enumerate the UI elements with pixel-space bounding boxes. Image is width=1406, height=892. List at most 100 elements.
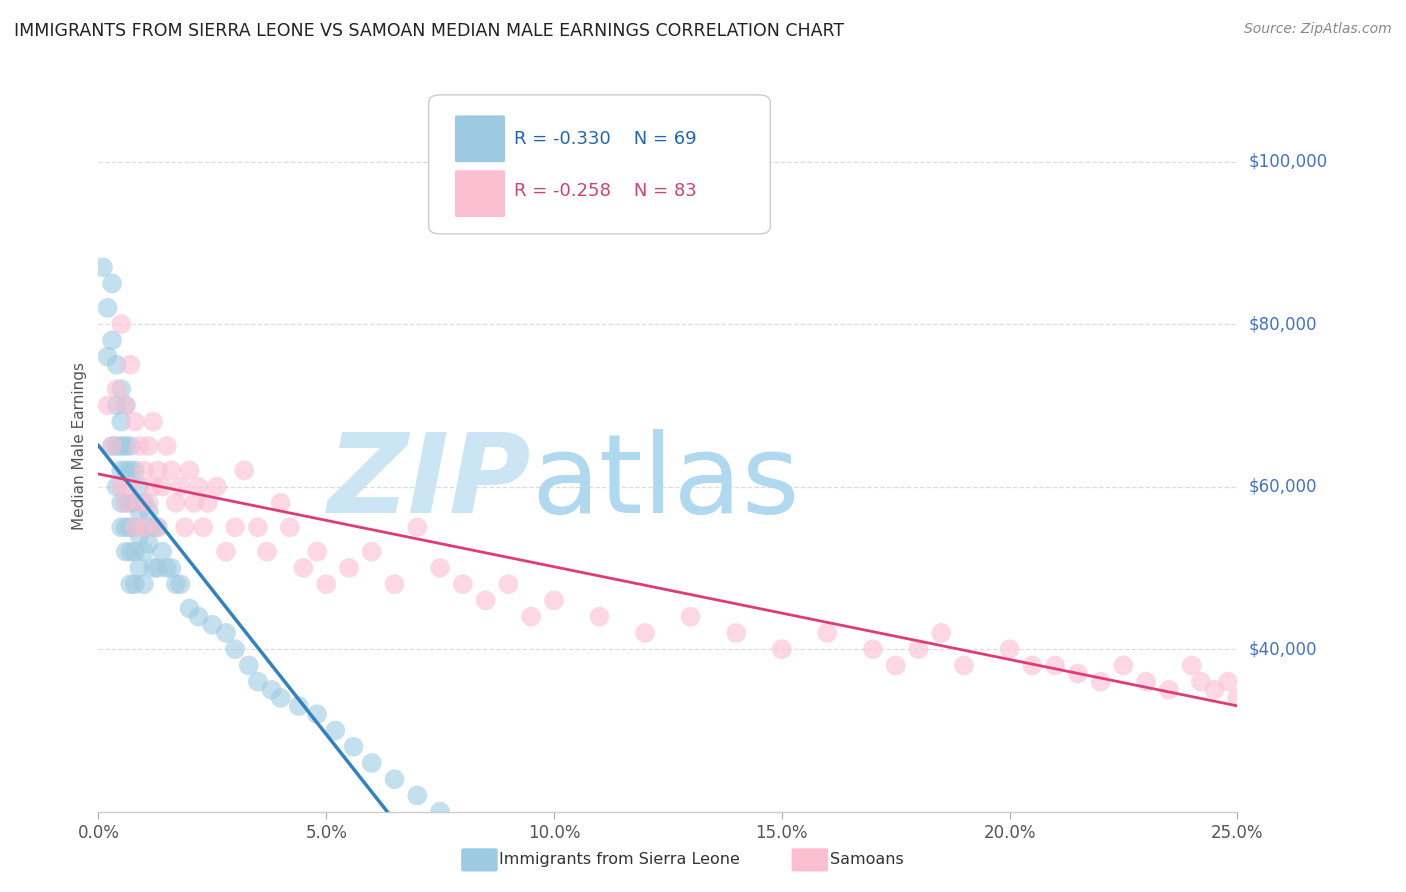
Point: [187, 480, 209, 494]
Point: [197, 496, 219, 510]
Text: $80,000: $80,000: [1249, 315, 1317, 333]
Point: [124, 520, 146, 534]
Point: [238, 658, 260, 673]
Point: [150, 480, 173, 494]
Point: [1271, 674, 1294, 689]
Point: [105, 480, 128, 494]
Point: [114, 496, 136, 510]
Point: [124, 496, 146, 510]
Point: [110, 520, 132, 534]
Point: [1218, 674, 1240, 689]
Point: [150, 544, 173, 558]
Point: [91, 260, 114, 275]
Point: [1112, 658, 1135, 673]
Point: [169, 577, 191, 591]
Point: [120, 496, 142, 510]
Point: [342, 739, 364, 754]
Point: [884, 658, 907, 673]
Point: [288, 699, 311, 714]
Text: Samoans: Samoans: [830, 853, 903, 867]
Point: [114, 520, 136, 534]
Point: [114, 398, 136, 412]
Point: [132, 577, 155, 591]
Point: [110, 382, 132, 396]
Point: [953, 658, 976, 673]
Point: [520, 609, 543, 624]
Point: [215, 544, 238, 558]
Point: [96, 398, 118, 412]
Point: [406, 520, 429, 534]
Point: [1043, 658, 1066, 673]
Point: [998, 642, 1021, 657]
Text: R = -0.258    N = 83: R = -0.258 N = 83: [515, 183, 697, 201]
Point: [110, 439, 132, 453]
Point: [193, 520, 215, 534]
Point: [634, 626, 657, 640]
Text: R = -0.330    N = 69: R = -0.330 N = 69: [515, 130, 697, 148]
Point: [323, 723, 346, 738]
Point: [770, 642, 793, 657]
Point: [114, 398, 136, 412]
Point: [588, 609, 610, 624]
Point: [132, 463, 155, 477]
Point: [1226, 690, 1249, 705]
Point: [114, 544, 136, 558]
Point: [215, 626, 238, 640]
Point: [679, 609, 702, 624]
Point: [451, 577, 474, 591]
Point: [270, 690, 292, 705]
Y-axis label: Median Male Earnings: Median Male Earnings: [72, 362, 87, 530]
Point: [132, 496, 155, 510]
Point: [146, 463, 169, 477]
Point: [429, 561, 451, 575]
Point: [1157, 682, 1180, 697]
Point: [543, 593, 565, 607]
Point: [146, 561, 169, 575]
Point: [120, 544, 142, 558]
Point: [160, 463, 183, 477]
Point: [110, 480, 132, 494]
Point: [142, 520, 165, 534]
Point: [142, 561, 165, 575]
Point: [1204, 682, 1226, 697]
Text: $60,000: $60,000: [1249, 477, 1317, 496]
Point: [862, 642, 884, 657]
Point: [124, 544, 146, 558]
Text: Immigrants from Sierra Leone: Immigrants from Sierra Leone: [499, 853, 740, 867]
Point: [138, 439, 160, 453]
Point: [179, 601, 201, 615]
Point: [183, 496, 205, 510]
Point: [120, 358, 142, 372]
Point: [101, 277, 124, 291]
Point: [101, 439, 124, 453]
Text: ZIP: ZIP: [328, 429, 531, 536]
Point: [201, 617, 224, 632]
Point: [815, 626, 838, 640]
Point: [498, 577, 520, 591]
Point: [156, 439, 179, 453]
Point: [474, 593, 496, 607]
Text: $100,000: $100,000: [1249, 153, 1327, 170]
Point: [307, 544, 329, 558]
FancyBboxPatch shape: [456, 115, 505, 162]
FancyBboxPatch shape: [429, 95, 770, 234]
Text: atlas: atlas: [531, 429, 800, 536]
Point: [278, 520, 301, 534]
Point: [256, 544, 278, 558]
Point: [146, 520, 169, 534]
Point: [120, 520, 142, 534]
FancyBboxPatch shape: [456, 170, 505, 217]
Point: [156, 561, 179, 575]
Text: $40,000: $40,000: [1249, 640, 1317, 658]
Point: [429, 805, 451, 819]
Point: [384, 772, 406, 787]
Point: [132, 520, 155, 534]
Point: [138, 496, 160, 510]
Point: [384, 577, 406, 591]
Point: [1249, 682, 1271, 697]
Point: [128, 439, 150, 453]
Point: [224, 642, 246, 657]
Point: [124, 577, 146, 591]
Point: [1295, 682, 1317, 697]
Point: [260, 682, 283, 697]
